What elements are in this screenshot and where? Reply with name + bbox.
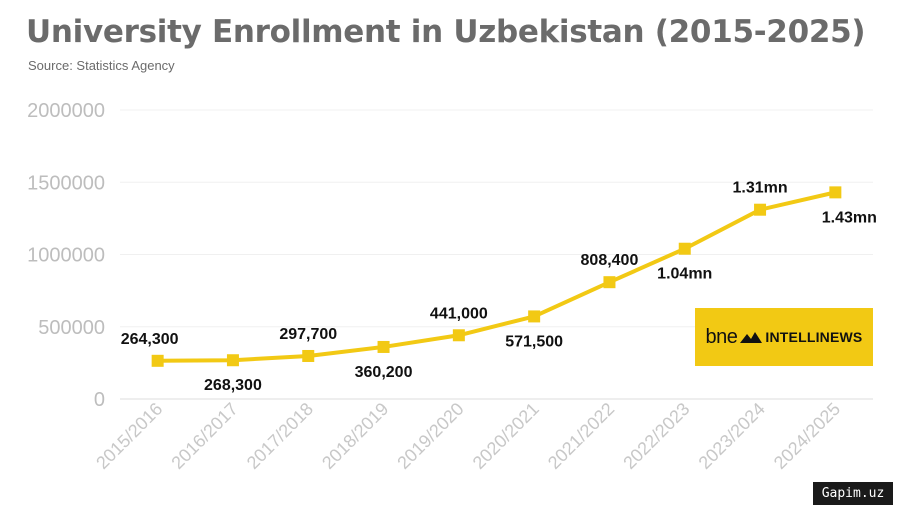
- gapim-watermark: Gapim.uz: [812, 481, 894, 506]
- data-label: 571,500: [505, 333, 563, 350]
- bne-intellinews-logo: bne INTELLINEWS: [695, 308, 873, 366]
- data-label: 360,200: [355, 364, 413, 381]
- data-point: [226, 354, 239, 367]
- data-label: 264,300: [121, 331, 179, 348]
- series-line: [155, 190, 838, 363]
- x-tick-label: 2017/2018: [243, 399, 317, 473]
- x-tick-label: 2020/2021: [469, 399, 543, 473]
- data-point: [151, 354, 164, 367]
- y-tick-label: 500000: [38, 317, 105, 339]
- data-point: [829, 186, 842, 199]
- data-label: 1.43mn: [822, 209, 877, 226]
- data-label: 808,400: [581, 252, 639, 269]
- data-label: 441,000: [430, 305, 488, 322]
- data-point: [452, 329, 465, 342]
- y-tick-label: 1000000: [27, 245, 105, 267]
- data-point: [302, 349, 315, 362]
- x-tick-label: 2024/2025: [770, 399, 844, 473]
- data-label: 1.04mn: [657, 266, 712, 283]
- logo-bne-text: bne: [705, 325, 738, 348]
- logo-intellinews-text: INTELLINEWS: [765, 329, 863, 345]
- y-tick-label: 2000000: [27, 100, 105, 122]
- data-point: [678, 242, 691, 255]
- chart-title: University Enrollment in Uzbekistan (201…: [26, 14, 866, 50]
- x-tick-label: 2023/2024: [695, 399, 769, 473]
- x-tick-label: 2018/2019: [318, 399, 392, 473]
- data-label: 1.31mn: [732, 180, 787, 197]
- x-axis-ticks: 2015/2016 2016/2017 2017/2018 2018/2019 2019…: [92, 399, 844, 473]
- x-tick-label: 2021/2022: [544, 399, 618, 473]
- data-point: [377, 340, 390, 353]
- x-tick-label: 2019/2020: [393, 399, 467, 473]
- logo-mountain-icon: [740, 332, 763, 343]
- data-point: [528, 310, 541, 323]
- x-tick-label: 2016/2017: [167, 399, 241, 473]
- data-point: [603, 276, 616, 289]
- x-tick-label: 2022/2023: [619, 399, 693, 473]
- data-labels: 264,300 268,300 297,700 360,200 441,000 571,5…: [121, 180, 877, 395]
- data-label: 297,700: [279, 326, 337, 343]
- y-axis-ticks: 0 500000 1000000 1500000 2000000: [27, 100, 105, 411]
- y-tick-label: 0: [94, 389, 105, 411]
- data-label: 268,300: [204, 377, 262, 394]
- chart-subtitle: Source: Statistics Agency: [28, 58, 175, 73]
- y-tick-label: 1500000: [27, 172, 105, 194]
- series: [151, 186, 842, 367]
- data-point: [754, 203, 767, 216]
